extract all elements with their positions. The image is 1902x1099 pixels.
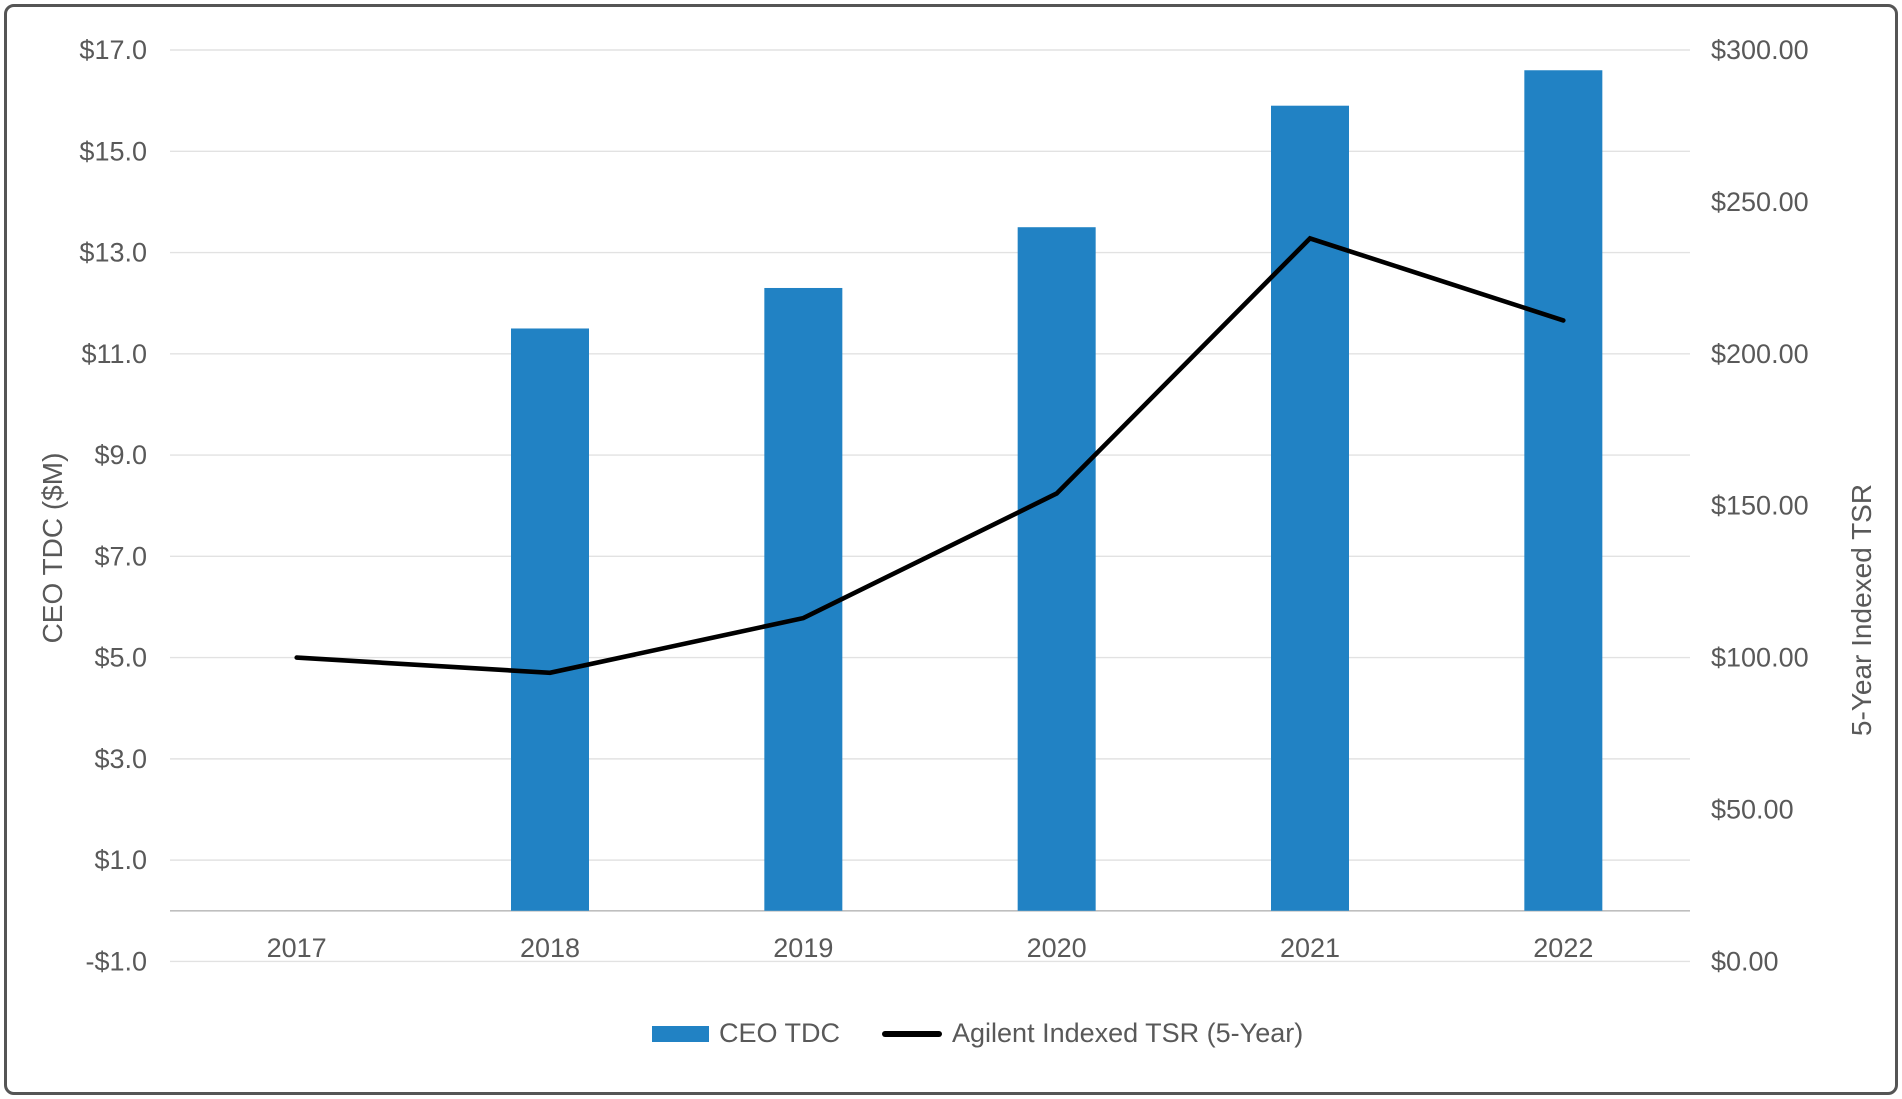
right-axis-tick-label: $300.00: [1711, 35, 1809, 65]
left-axis-tick-label: $5.0: [94, 643, 147, 673]
bar-2022: [1524, 70, 1603, 911]
x-axis-label-2022: 2022: [1533, 933, 1593, 963]
right-axis-tick-label: $50.00: [1711, 795, 1794, 825]
bar-series-swatch-icon: [652, 1025, 709, 1042]
bar-2021: [1271, 105, 1349, 911]
x-axis-label-2020: 2020: [1027, 933, 1087, 963]
line-series-swatch-icon: [882, 1030, 943, 1037]
x-axis-label-2017: 2017: [267, 933, 327, 963]
x-axis-label-2021: 2021: [1280, 933, 1340, 963]
legend-item-indexed-tsr: Agilent Indexed TSR (5-Year): [882, 1018, 1303, 1049]
x-axis-label-2019: 2019: [773, 933, 833, 963]
x-axis-label-2018: 2018: [520, 933, 580, 963]
legend-label-ceo-tdc: CEO TDC: [719, 1018, 841, 1048]
right-axis-tick-label: $150.00: [1711, 491, 1809, 521]
tsr-line: [294, 235, 1566, 676]
left-axis-tick-label: $1.0: [94, 845, 147, 875]
right-axis-title: 5-Year Indexed TSR: [1846, 483, 1877, 737]
right-axis-tick-label: $100.00: [1711, 643, 1809, 673]
left-axis-tick-label: $3.0: [94, 744, 147, 774]
right-axis-tick-label: $200.00: [1711, 339, 1809, 369]
left-axis-tick-label: $15.0: [79, 136, 147, 166]
left-axis-tick-label: $11.0: [81, 339, 147, 369]
legend-item-ceo-tdc: CEO TDC: [652, 1018, 840, 1049]
left-axis-tick-label: $9.0: [94, 440, 147, 470]
left-axis-tick-label: $7.0: [94, 541, 147, 571]
chart-legend: CEO TDC Agilent Indexed TSR (5-Year): [652, 1018, 1303, 1049]
bar-2020: [1017, 227, 1096, 911]
right-axis-tick-label: $250.00: [1711, 187, 1809, 217]
left-axis-tick-label: $13.0: [79, 238, 147, 268]
left-axis-tick-label: $17.0: [79, 35, 147, 65]
left-axis-title: CEO TDC ($M): [37, 452, 68, 644]
legend-label-indexed-tsr: Agilent Indexed TSR (5-Year): [952, 1018, 1304, 1048]
right-axis-tick-label: $0.00: [1711, 946, 1779, 976]
bar-2019: [764, 287, 843, 911]
left-axis-tick-label: -$1.0: [85, 946, 147, 976]
bar-2018: [511, 328, 589, 911]
